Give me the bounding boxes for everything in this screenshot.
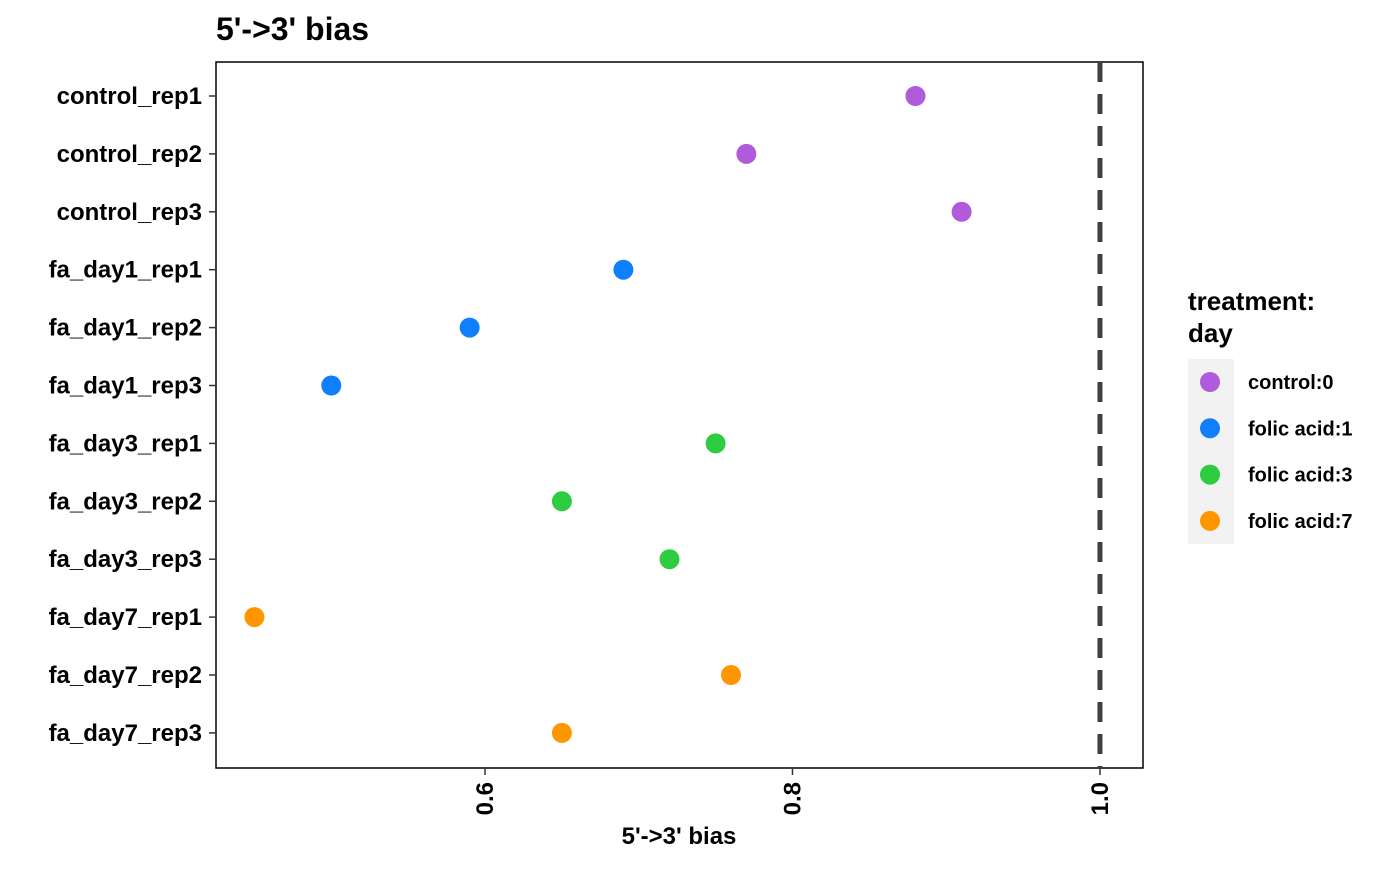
- y-tick-label: control_rep3: [57, 199, 202, 226]
- data-point: [721, 665, 741, 685]
- x-axis-title: 5'->3' bias: [622, 823, 737, 850]
- chart-title: 5'->3' bias: [216, 11, 369, 47]
- data-point: [551, 491, 572, 512]
- data-point: [613, 259, 634, 280]
- x-tick-label: 0.8: [779, 782, 806, 815]
- y-tick-label: fa_day3_rep2: [49, 488, 202, 515]
- legend-marker: [1200, 510, 1220, 531]
- legend-title: treatment:: [1188, 286, 1315, 316]
- data-point: [321, 375, 342, 396]
- legend-label: folic acid:1: [1248, 418, 1352, 440]
- legend-title: day: [1188, 318, 1233, 348]
- y-tick-label: fa_day7_rep2: [49, 662, 202, 689]
- legend-marker: [1200, 372, 1220, 392]
- y-tick-label: fa_day1_rep1: [49, 257, 202, 284]
- y-tick-label: fa_day3_rep3: [49, 546, 202, 573]
- points-layer: [244, 86, 972, 743]
- legend-marker: [1200, 464, 1220, 485]
- legend-label: control:0: [1248, 372, 1334, 394]
- legend-label: folic acid:7: [1248, 511, 1352, 533]
- data-point: [905, 86, 926, 106]
- data-point: [659, 549, 680, 570]
- data-point: [951, 201, 972, 222]
- legend-label: folic acid:3: [1248, 465, 1352, 487]
- y-tick-label: control_rep1: [57, 83, 202, 110]
- y-tick-label: fa_day3_rep1: [49, 430, 202, 457]
- legend-marker: [1200, 418, 1220, 439]
- y-tick-label: fa_day7_rep1: [49, 604, 202, 631]
- data-point: [244, 607, 265, 628]
- legend: treatment:day control:0 folic acid:1 folic …: [1188, 286, 1352, 544]
- data-point: [705, 433, 726, 454]
- data-point: [736, 143, 757, 164]
- data-point: [459, 317, 480, 338]
- x-tick-label: 1.0: [1087, 782, 1114, 815]
- x-axis: 0.6 0.8 1.0: [472, 768, 1114, 815]
- y-axis: control_rep1 control_rep2 control_rep3 fa_d…: [49, 83, 216, 747]
- y-tick-label: fa_day1_rep2: [49, 315, 202, 342]
- y-tick-label: control_rep2: [57, 141, 202, 168]
- y-tick-label: fa_day1_rep3: [49, 373, 202, 400]
- x-tick-label: 0.6: [472, 782, 499, 815]
- plot-panel: [215, 61, 1144, 769]
- data-point: [551, 722, 572, 743]
- y-tick-label: fa_day7_rep3: [49, 720, 202, 747]
